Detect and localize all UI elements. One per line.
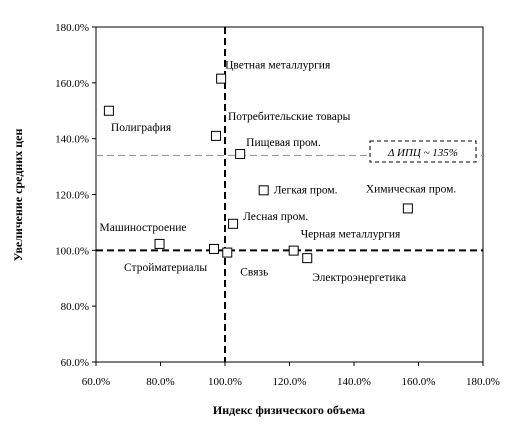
x-tick-label: 100.0%: [208, 376, 242, 388]
data-points: [103, 73, 413, 264]
data-point: [103, 105, 114, 116]
annotation-box: [369, 140, 477, 163]
point-label: Черная металлургия: [301, 229, 401, 241]
annotation-text: Δ ИПЦ ~ 135%: [387, 147, 458, 159]
x-axis-title: Индекс физического объема: [213, 403, 365, 417]
data-point: [258, 185, 269, 196]
x-tick-label: 180.0%: [466, 376, 500, 388]
ipc-annotation: Δ ИПЦ ~ 135%: [369, 140, 477, 163]
point-label: Цветная металлургия: [225, 60, 331, 72]
point-label: Лесная пром.: [243, 211, 308, 223]
point-label: Полиграфия: [111, 122, 172, 134]
point-label: Электроэнергетика: [312, 272, 406, 284]
data-point: [154, 238, 165, 249]
x-tick-label: 120.0%: [273, 376, 307, 388]
y-axis-title: Увеличение средних цен: [11, 129, 25, 262]
point-label: Связь: [240, 267, 268, 279]
y-tick-label: 80.0%: [61, 301, 89, 313]
data-point: [288, 245, 299, 256]
y-tick-label: 100.0%: [55, 245, 89, 257]
x-tick-label: 160.0%: [402, 376, 436, 388]
point-label: Легкая пром.: [274, 184, 338, 196]
axes: 60.0% 80.0% 100.0% 120.0% 140.0% 160.0% 180.0%…: [55, 22, 500, 388]
y-tick-label: 180.0%: [55, 22, 89, 34]
point-label: Химическая пром.: [366, 183, 457, 195]
point-label: Потребительские товары: [228, 111, 351, 123]
point-label: Машиностроение: [100, 222, 187, 234]
data-point: [302, 253, 313, 264]
data-point: [210, 130, 221, 141]
data-point: [235, 149, 246, 160]
x-tick-label: 140.0%: [337, 376, 371, 388]
y-tick-label: 160.0%: [55, 78, 89, 90]
point-label: Пищевая пром.: [246, 137, 321, 149]
point-label: Стройматериалы: [124, 262, 207, 274]
x-tick-label: 80.0%: [146, 376, 174, 388]
y-tick-label: 120.0%: [55, 190, 89, 202]
data-point: [216, 73, 227, 84]
data-point: [402, 203, 413, 214]
y-tick-label: 60.0%: [61, 357, 89, 369]
x-tick-label: 60.0%: [82, 376, 110, 388]
data-point: [228, 218, 239, 229]
data-point: [209, 243, 220, 254]
y-tick-label: 140.0%: [55, 134, 89, 146]
point-labels: Полиграфия Цветная металлургия Потребитель…: [100, 60, 457, 285]
data-point: [222, 247, 233, 258]
